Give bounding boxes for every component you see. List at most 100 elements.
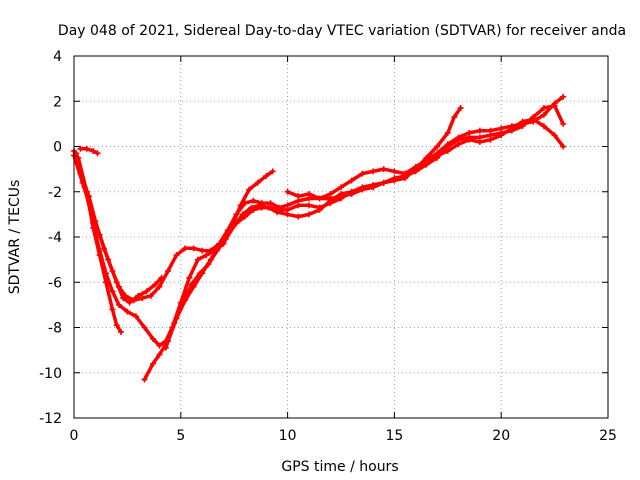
data-point — [156, 342, 163, 349]
data-point — [423, 157, 430, 164]
data-point — [327, 191, 334, 198]
data-point — [126, 299, 133, 306]
data-point — [143, 288, 150, 295]
data-series — [71, 93, 567, 383]
y-tick-label: -10 — [39, 366, 62, 382]
data-point — [359, 184, 366, 191]
data-point — [457, 105, 464, 112]
data-point — [222, 236, 229, 243]
data-point — [560, 120, 567, 127]
data-point — [305, 191, 312, 198]
y-tick-label: -8 — [48, 321, 62, 337]
data-point — [519, 118, 526, 125]
data-point — [269, 168, 276, 175]
data-point — [498, 125, 505, 132]
data-point — [402, 170, 409, 177]
data-point — [540, 111, 547, 118]
data-point — [316, 206, 323, 213]
data-point — [188, 281, 195, 288]
data-point — [150, 360, 157, 367]
data-point — [391, 168, 398, 175]
data-point — [182, 245, 189, 252]
data-point — [295, 202, 302, 209]
x-axis-label: GPS time / hours — [281, 459, 398, 475]
data-point — [246, 186, 253, 193]
data-point — [295, 193, 302, 200]
data-point — [256, 202, 263, 209]
data-point — [237, 202, 244, 209]
data-point — [90, 148, 97, 155]
data-point — [476, 138, 483, 145]
data-point — [434, 143, 441, 150]
data-point — [158, 274, 165, 281]
data-point — [141, 324, 148, 331]
data-point — [77, 145, 84, 152]
data-point — [380, 179, 387, 186]
data-point — [551, 100, 558, 107]
y-tick-label: -6 — [48, 275, 62, 291]
data-point — [391, 175, 398, 182]
y-axis-label: SDTVAR / TECUs — [7, 180, 23, 295]
data-point — [444, 141, 451, 148]
data-point — [152, 281, 159, 288]
x-tick-label: 15 — [385, 428, 403, 444]
data-point — [359, 170, 366, 177]
data-point — [263, 172, 270, 179]
data-point — [214, 247, 221, 254]
data-point — [444, 129, 451, 136]
data-point — [90, 224, 97, 231]
data-point — [190, 245, 197, 252]
data-point — [444, 148, 451, 155]
data-point — [530, 116, 537, 123]
data-point — [162, 344, 169, 351]
data-point — [199, 247, 206, 254]
data-point — [487, 127, 494, 134]
data-point — [498, 132, 505, 139]
data-point — [113, 279, 120, 286]
data-point — [412, 163, 419, 170]
data-point — [132, 313, 139, 320]
data-point — [83, 145, 90, 152]
data-point — [466, 136, 473, 143]
x-tick-label: 5 — [176, 428, 185, 444]
data-point — [284, 188, 291, 195]
data-point — [248, 204, 255, 211]
data-point — [186, 274, 193, 281]
data-point — [171, 319, 178, 326]
data-point — [120, 295, 127, 302]
data-point — [305, 202, 312, 209]
y-tick-label: 0 — [53, 140, 62, 156]
data-point — [560, 93, 567, 100]
data-point — [173, 252, 180, 259]
y-tick-label: 4 — [53, 49, 62, 65]
data-point — [83, 188, 90, 195]
data-point — [147, 292, 154, 299]
data-point — [487, 136, 494, 143]
x-tick-label: 0 — [70, 428, 79, 444]
data-point — [305, 211, 312, 218]
data-point — [135, 292, 142, 299]
y-tick-label: -12 — [39, 411, 62, 427]
x-tick-label: 20 — [492, 428, 510, 444]
data-point — [156, 283, 163, 290]
data-point — [551, 132, 558, 139]
data-point — [124, 308, 131, 315]
data-point — [348, 188, 355, 195]
data-point — [139, 295, 146, 302]
data-point — [338, 191, 344, 198]
data-point — [205, 261, 212, 268]
data-point — [455, 134, 462, 141]
data-point — [284, 211, 291, 218]
data-point — [540, 105, 547, 112]
data-point — [113, 322, 120, 329]
data-point — [370, 168, 377, 175]
data-point — [338, 184, 344, 191]
data-point — [203, 252, 210, 259]
data-point — [109, 288, 116, 295]
data-point — [231, 222, 238, 229]
y-tick-label: 2 — [53, 94, 62, 110]
data-point — [466, 129, 473, 136]
gridlines — [74, 56, 608, 418]
